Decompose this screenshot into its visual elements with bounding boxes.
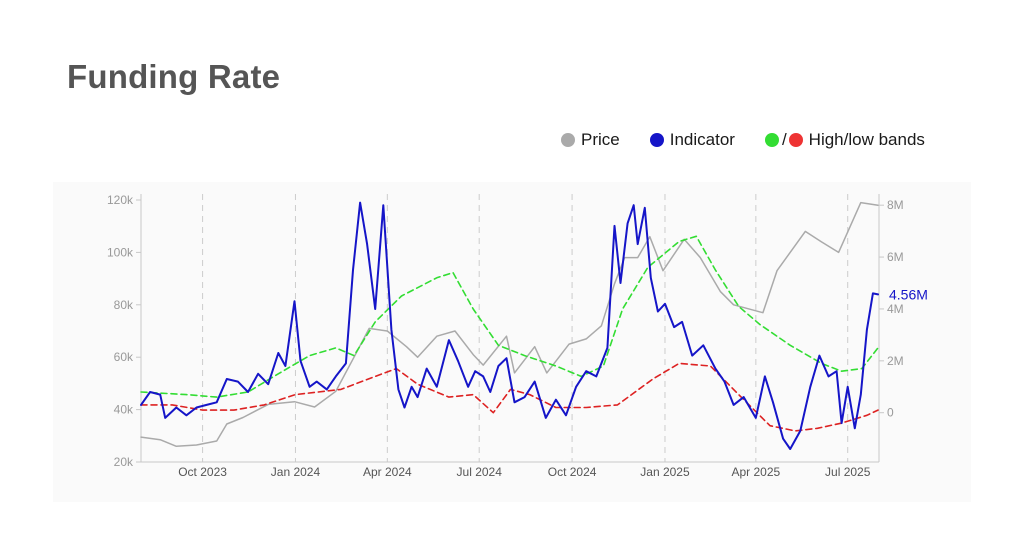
legend-label-bands: High/low bands	[808, 130, 925, 149]
x-tick-label: Oct 2023	[178, 465, 227, 479]
left-tick-label: 20k	[114, 455, 134, 469]
right-tick-label: 4M	[887, 302, 904, 316]
low-band-legend-dot-icon	[788, 133, 803, 147]
high-band-series-line	[140, 235, 879, 398]
indicator-series-line	[140, 201, 879, 450]
x-tick-label: Apr 2024	[363, 465, 412, 479]
indicator-last-value-label: 4.56M	[889, 286, 928, 302]
x-tick-label: Jan 2025	[640, 465, 690, 479]
legend-item-indicator[interactable]: Indicator	[649, 130, 735, 150]
price-series-line	[140, 201, 879, 448]
indicator-legend-dot-icon	[649, 133, 664, 147]
left-tick-label: 120k	[107, 193, 134, 207]
x-tick-label: Jul 2024	[457, 465, 503, 479]
left-tick-label: 60k	[114, 350, 134, 364]
right-tick-label: 6M	[887, 250, 904, 264]
x-tick-label: Apr 2025	[731, 465, 780, 479]
legend-label-indicator: Indicator	[669, 130, 735, 149]
series-layer	[140, 201, 879, 450]
axis-layer	[136, 194, 884, 463]
page-title: Funding Rate	[67, 58, 281, 95]
funding-rate-chart[interactable]: Oct 2023 Jan 2024 Apr 2024 Jul 2024 Oct 2024…	[53, 182, 971, 502]
legend-label-price: Price	[581, 130, 620, 149]
right-tick-label: 0	[887, 406, 894, 420]
right-tick-label: 8M	[887, 198, 904, 212]
chart-legend: Price Indicator / High/low bands	[561, 130, 925, 150]
left-tick-label: 80k	[114, 298, 134, 312]
label-layer: Oct 2023 Jan 2024 Apr 2024 Jul 2024 Oct 2024…	[107, 193, 928, 479]
chart-panel: Oct 2023 Jan 2024 Apr 2024 Jul 2024 Oct 2024…	[53, 182, 971, 502]
high-band-legend-dot-icon	[764, 133, 779, 147]
low-band-series-line	[140, 362, 879, 432]
grid-layer	[202, 194, 849, 462]
x-tick-label: Jul 2025	[825, 465, 871, 479]
legend-item-bands[interactable]: / High/low bands	[764, 130, 925, 150]
legend-separator: /	[781, 130, 787, 149]
legend-item-price[interactable]: Price	[561, 130, 620, 150]
left-tick-label: 40k	[114, 403, 134, 417]
left-tick-label: 100k	[107, 245, 134, 259]
right-tick-label: 2M	[887, 354, 904, 368]
x-tick-label: Jan 2024	[271, 465, 321, 479]
price-legend-dot-icon	[561, 133, 575, 147]
x-tick-label: Oct 2024	[548, 465, 597, 479]
